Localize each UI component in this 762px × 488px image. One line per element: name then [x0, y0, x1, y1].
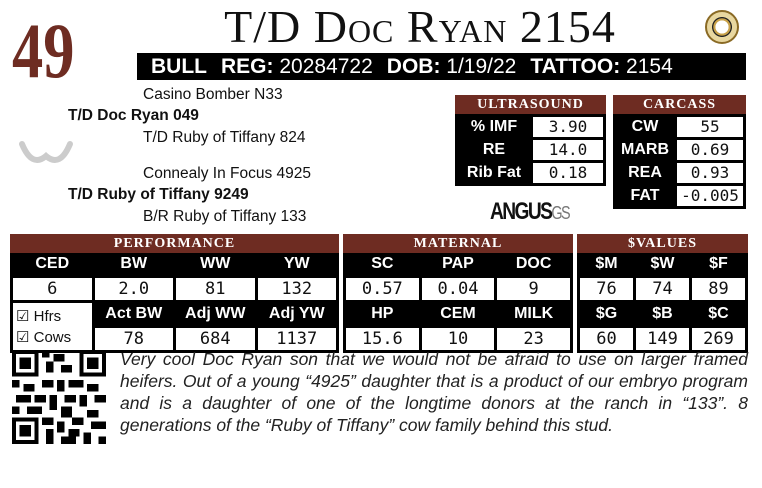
ced-value: 6 [13, 278, 92, 300]
c-label: $C [708, 305, 729, 322]
dollar-values-panel: $VALUES $M $W $F 76 74 89 $G $B $C 60 14… [577, 234, 748, 353]
ww-value: 81 [176, 278, 255, 300]
f-value: 89 [692, 278, 745, 300]
m-value: 76 [580, 278, 633, 300]
dob-label: DOB: [386, 55, 441, 78]
re-label: RE [482, 141, 506, 158]
rea-value: 0.93 [677, 163, 743, 183]
qr-code[interactable] [12, 350, 106, 444]
info-bar: BULL REG: 20284722 DOB: 1/19/22 TATTOO: … [137, 53, 746, 80]
g-label: $G [595, 305, 618, 322]
maternal-header: MATERNAL [343, 234, 573, 253]
imf-value: 3.90 [533, 117, 603, 137]
adj-ww-label: Adj WW [185, 305, 246, 322]
adj-yw-value: 1137 [257, 328, 336, 350]
sire-dam: T/D Ruby of Tiffany 824 [143, 129, 306, 146]
sire: T/D Doc Ryan 049 [68, 107, 199, 124]
tattoo: 2154 [626, 55, 673, 78]
doc-value: 9 [497, 278, 570, 300]
act-bw-value: 78 [94, 328, 173, 350]
cem-label: CEM [440, 305, 476, 322]
hfrs-checkbox-icon: ☑ [16, 308, 30, 325]
animal-name: T/D Doc Ryan 2154 [224, 1, 616, 52]
maternal-panel: MATERNAL SC PAP DOC 0.57 0.04 9 HP CEM M… [343, 234, 573, 353]
rib-fat-label: Rib Fat [466, 164, 522, 181]
b-value: 149 [636, 328, 689, 350]
yw-label: YW [283, 255, 310, 272]
hp-label: HP [371, 305, 394, 322]
imf-label: % IMF [470, 118, 518, 135]
yw-value: 132 [257, 278, 336, 300]
sc-label: SC [371, 255, 394, 272]
w-label: $W [650, 255, 675, 272]
act-bw-label: Act BW [105, 305, 163, 322]
g-value: 60 [580, 328, 633, 350]
cem-value: 10 [421, 328, 495, 350]
fat-label: FAT [630, 187, 660, 204]
carcass-header: CARCASS [613, 95, 746, 114]
dollar-values-header: $VALUES [577, 234, 748, 253]
cows-label: Cows [33, 329, 72, 346]
ced-label: CED [35, 255, 70, 272]
dam-dam: B/R Ruby of Tiffany 133 [143, 208, 307, 225]
reg-number: 20284722 [279, 55, 373, 78]
dob: 1/19/22 [446, 55, 517, 78]
sex: BULL [151, 55, 207, 78]
dam: T/D Ruby of Tiffany 9249 [68, 186, 249, 203]
f-label: $F [709, 255, 728, 272]
sc-value: 0.57 [346, 278, 419, 300]
sire-sire: Casino Bomber N33 [143, 86, 283, 103]
pap-label: PAP [442, 255, 474, 272]
cw-value: 55 [677, 117, 743, 137]
bw-value: 2.0 [94, 278, 173, 300]
milk-value: 23 [497, 328, 570, 350]
performance-header: PERFORMANCE [10, 234, 339, 253]
performance-panel: PERFORMANCE CED BW WW YW 6 2.0 81 132 ☑ … [10, 234, 339, 353]
pap-value: 0.04 [421, 278, 495, 300]
hfrs-label: Hfrs [33, 308, 62, 325]
b-label: $B [652, 305, 673, 322]
cw-label: CW [631, 118, 659, 135]
doc-label: DOC [515, 255, 552, 272]
association-seal-logo [705, 10, 739, 44]
dam-sire: Connealy In Focus 4925 [143, 165, 312, 182]
c-value: 269 [692, 328, 745, 350]
herd-checkboxes: ☑ Hfrs ☑ Cows [13, 303, 92, 350]
w-value: 74 [636, 278, 689, 300]
watermark-icon [19, 141, 73, 163]
fat-value: -0.005 [677, 186, 743, 206]
cows-checkbox-icon: ☑ [16, 329, 30, 346]
hp-value: 15.6 [346, 328, 419, 350]
rea-label: REA [628, 164, 662, 181]
adj-yw-label: Adj YW [268, 305, 325, 322]
re-value: 14.0 [533, 140, 603, 160]
carcass-panel: CARCASS CW 55 MARB 0.69 REA 0.93 FAT -0.005 [613, 95, 746, 209]
ultrasound-header: ULTRASOUND [455, 95, 606, 114]
ww-label: WW [200, 255, 231, 272]
m-label: $M [595, 255, 618, 272]
rib-fat-value: 0.18 [533, 163, 603, 183]
marb-value: 0.69 [677, 140, 743, 160]
angus-gs-logo: ANGUSGS [490, 198, 571, 225]
tattoo-label: TATTOO: [530, 55, 621, 78]
adj-ww-value: 684 [176, 328, 255, 350]
ultrasound-panel: ULTRASOUND % IMF 3.90 RE 14.0 Rib Fat 0.18 [455, 95, 606, 186]
lot-number: 49 [12, 7, 75, 94]
reg-label: REG: [221, 55, 274, 78]
bw-label: BW [120, 255, 148, 272]
milk-label: MILK [514, 305, 554, 322]
marb-label: MARB [621, 141, 669, 158]
description: Very cool Doc Ryan son that we would not… [120, 349, 748, 435]
